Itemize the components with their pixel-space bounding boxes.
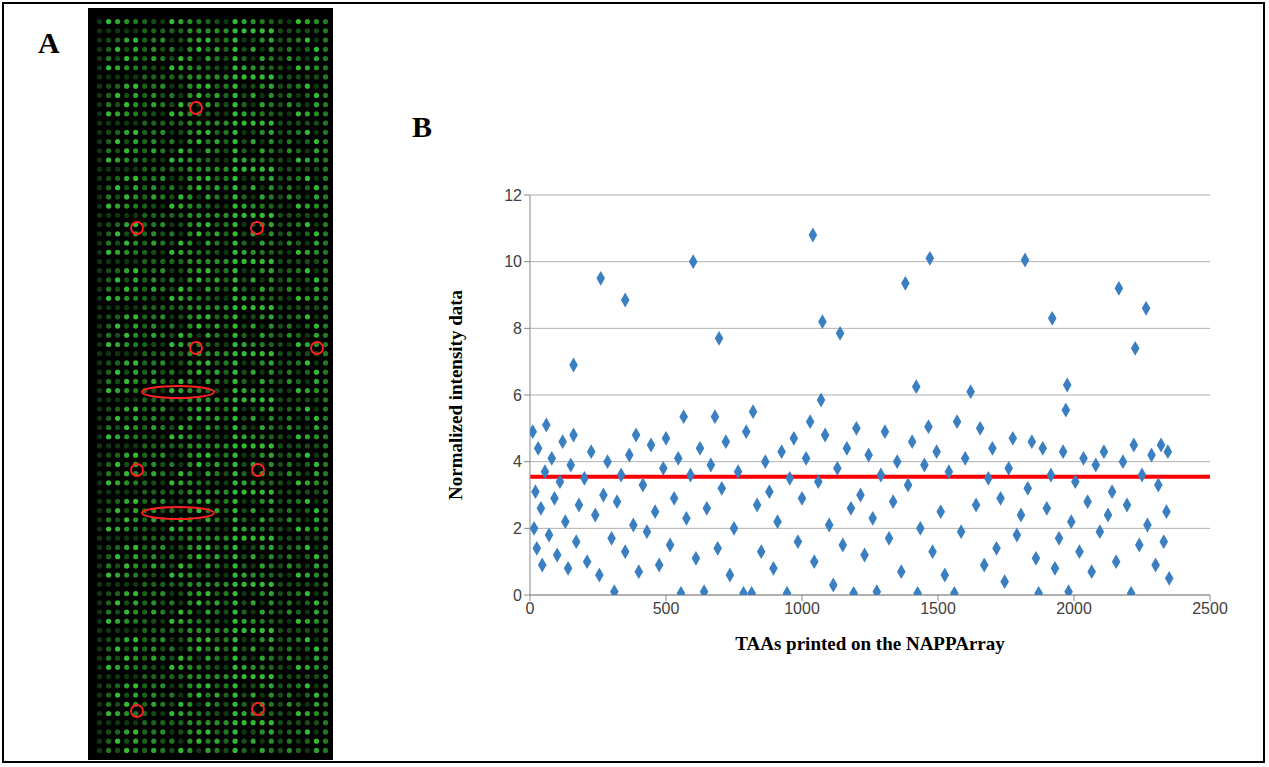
- svg-text:1000: 1000: [784, 600, 820, 617]
- html-text:A: A: [38, 26, 60, 59]
- svg-text:TAAs printed on the NAPPArray: TAAs printed on the NAPPArray: [735, 633, 1005, 654]
- svg-text:500: 500: [653, 600, 680, 617]
- svg-text:2: 2: [513, 520, 522, 537]
- svg-text:2500: 2500: [1192, 600, 1228, 617]
- svg-text:10: 10: [504, 253, 522, 270]
- svg-text:4: 4: [513, 453, 522, 470]
- svg-text:0: 0: [513, 587, 522, 604]
- html-text:B: B: [412, 110, 432, 143]
- svg-text:8: 8: [513, 320, 522, 337]
- svg-text:Normalized intensity data: Normalized intensity data: [445, 289, 466, 500]
- svg-text:1500: 1500: [920, 600, 956, 617]
- svg-text:12: 12: [504, 187, 522, 204]
- svg-text:0: 0: [526, 600, 535, 617]
- svg-text:2000: 2000: [1056, 600, 1092, 617]
- svg-text:6: 6: [513, 387, 522, 404]
